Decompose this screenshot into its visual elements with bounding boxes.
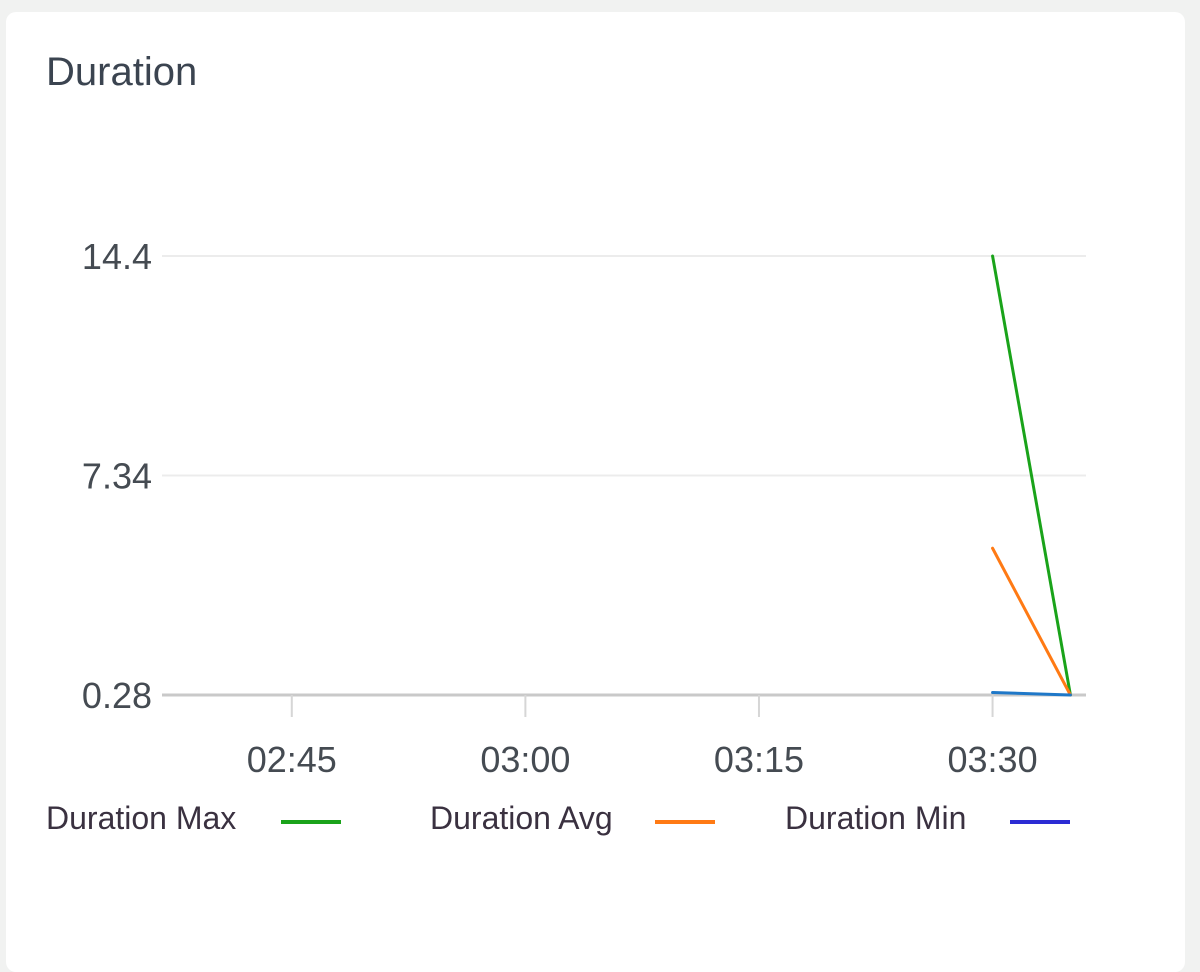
legend-item-duration-avg[interactable]: Duration Avg — [430, 800, 715, 836]
legend-label: Duration Min — [785, 800, 966, 836]
series-line-duration-min — [991, 691, 1072, 697]
series-lines — [991, 254, 1072, 697]
y-tick-label: 14.4 — [82, 236, 152, 277]
y-axis: 14.4 7.34 0.28 — [82, 236, 152, 716]
x-tick-label: 03:00 — [480, 739, 570, 780]
panel-title: Duration — [46, 50, 198, 94]
x-tick-label: 02:45 — [247, 739, 337, 780]
grid-lines — [162, 255, 1086, 697]
x-axis: 02:45 03:00 03:15 03:30 — [247, 695, 1038, 780]
y-tick-label: 0.28 — [82, 675, 152, 716]
series-line-duration-max — [991, 254, 1072, 697]
series-line-duration-avg — [991, 546, 1072, 697]
legend: Duration Max Duration Avg Duration Min — [46, 800, 1070, 836]
duration-panel: Duration — [6, 12, 1185, 972]
legend-item-duration-min[interactable]: Duration Min — [785, 800, 1070, 836]
y-tick-label: 7.34 — [82, 456, 152, 497]
x-tick-label: 03:30 — [948, 739, 1038, 780]
legend-label: Duration Max — [46, 800, 236, 836]
legend-item-duration-max[interactable]: Duration Max — [46, 800, 341, 836]
legend-label: Duration Avg — [430, 800, 613, 836]
x-tick-label: 03:15 — [714, 739, 804, 780]
